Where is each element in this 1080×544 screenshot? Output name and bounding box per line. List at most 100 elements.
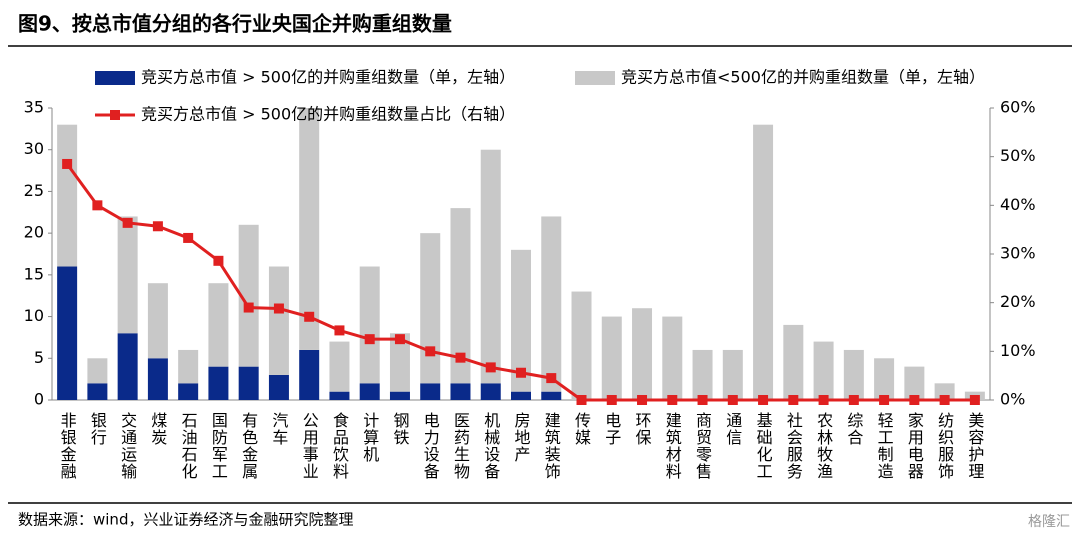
line-marker [637, 395, 648, 405]
x-tick-label: 电子 [602, 412, 621, 446]
bar [389, 391, 410, 400]
y-tick-label: 35 [24, 98, 44, 117]
bar [299, 108, 320, 350]
line-marker [425, 346, 436, 357]
bar [117, 216, 138, 334]
x-tick-label: 农林牧渔 [814, 412, 833, 480]
y2-tick-label: 30% [1000, 244, 1036, 263]
bar [57, 124, 78, 267]
x-tick-label: 机械设备 [481, 412, 500, 480]
bar [511, 249, 531, 392]
bar [389, 333, 410, 392]
line-marker [243, 302, 254, 313]
bar [147, 358, 168, 400]
x-tick-label: 房地产 [512, 412, 531, 463]
bar [571, 291, 592, 400]
x-tick-label: 综合 [844, 412, 863, 446]
y-tick-label: 20 [24, 223, 44, 242]
source: 数据来源：wind，兴业证券经济与金融研究院整理 [18, 511, 353, 529]
bar [632, 308, 653, 400]
x-tick-label: 钢铁 [390, 412, 409, 446]
x-tick-label: 美容护理 [965, 412, 984, 480]
x-tick-label: 社会服务 [784, 412, 803, 480]
bar [87, 358, 108, 384]
legend-marker [110, 110, 120, 120]
x-tick-label: 汽车 [269, 412, 288, 446]
bar [87, 383, 108, 400]
legend-label: 竞买方总市值<500亿的并购重组数量（单，左轴） [621, 68, 985, 87]
x-tick-label: 建筑材料 [663, 412, 682, 480]
bar [359, 383, 380, 400]
x-tick-label: 通信 [723, 412, 742, 446]
x-tick-label: 传媒 [572, 412, 591, 446]
bar [208, 366, 229, 400]
bar [420, 233, 441, 384]
y2-tick-label: 50% [1000, 146, 1036, 165]
line-marker [848, 395, 859, 405]
x-tick-label: 电力设备 [421, 412, 440, 480]
x-tick-label: 石油石化 [179, 412, 198, 480]
line-marker [727, 395, 738, 405]
bar [874, 358, 895, 400]
legend-swatch [575, 71, 615, 85]
y-tick-label: 0 [34, 390, 44, 409]
y2-tick-label: 0% [1000, 390, 1025, 409]
y2-tick-label: 20% [1000, 292, 1036, 311]
x-tick-label: 交通运输 [118, 412, 137, 480]
x-tick-label: 银行 [88, 412, 107, 446]
line-marker [273, 303, 284, 314]
line-marker [92, 200, 103, 211]
bar [511, 391, 531, 400]
bar [480, 383, 501, 400]
line-marker [183, 232, 194, 243]
line-marker [394, 334, 405, 345]
y-tick-label: 15 [24, 264, 44, 283]
bar [238, 366, 259, 400]
bar [420, 383, 441, 400]
bar [450, 383, 471, 400]
bar [117, 333, 138, 400]
bar [480, 149, 501, 384]
legend-label: 竞买方总市值 > 500亿的并购重组数量（单，左轴） [141, 68, 515, 87]
legend-label: 竞买方总市值 > 500亿的并购重组数量占比（右轴） [141, 105, 515, 124]
bar [813, 341, 834, 400]
bar [178, 383, 199, 400]
line-marker [485, 362, 496, 373]
y2-tick-label: 10% [1000, 341, 1036, 360]
bar [178, 349, 199, 384]
bar [722, 349, 743, 400]
y-tick-label: 5 [34, 348, 44, 367]
bar [904, 366, 925, 400]
line-marker [909, 395, 920, 405]
bar [208, 283, 229, 367]
bar [753, 124, 774, 400]
bar [299, 349, 320, 400]
bar [57, 266, 78, 400]
line-marker [788, 395, 799, 405]
x-tick-label: 计算机 [360, 412, 379, 463]
bar [268, 266, 289, 375]
line-marker [213, 255, 224, 266]
line-marker [667, 395, 678, 405]
x-tick-label: 国防军工 [209, 412, 228, 480]
y-tick-label: 25 [24, 181, 44, 200]
x-tick-label: 食品饮料 [330, 412, 349, 480]
y2-tick-label: 60% [1000, 98, 1036, 117]
line-marker [122, 217, 133, 228]
chart-title: 图9、按总市值分组的各行业央国企并购重组数量 [18, 12, 452, 36]
bar [147, 283, 168, 359]
line-marker [758, 395, 769, 405]
line-marker [152, 221, 163, 232]
x-tick-label: 非银金融 [58, 412, 77, 480]
x-tick-label: 建筑装饰 [542, 412, 561, 480]
legend-swatch [95, 71, 135, 85]
x-tick-label: 公用事业 [300, 412, 319, 480]
line-marker [576, 395, 587, 405]
line-marker [697, 395, 708, 405]
line-marker [304, 311, 315, 322]
bar [268, 374, 289, 400]
bar [450, 208, 471, 384]
y2-tick-label: 40% [1000, 195, 1036, 214]
line-marker [516, 367, 526, 378]
